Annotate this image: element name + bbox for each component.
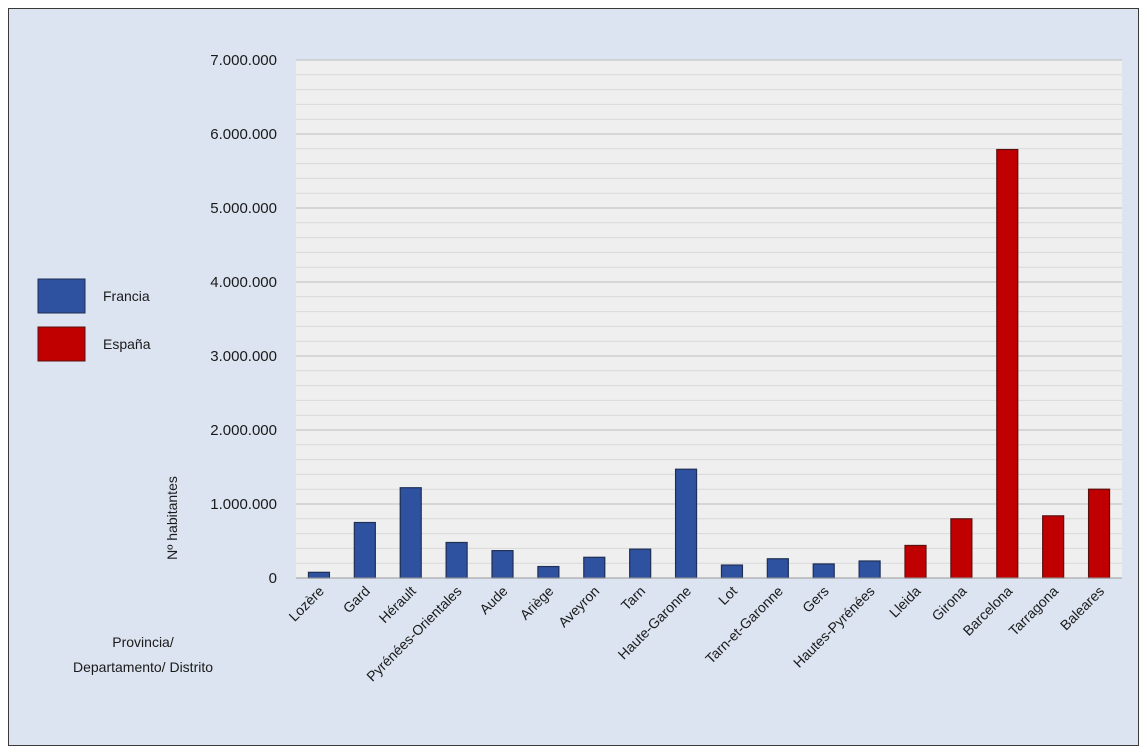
bar-aude [491, 550, 514, 579]
y-tick-label: 1.000.000 [210, 496, 277, 513]
bar-loz-re [307, 571, 331, 579]
x-tick-label: Hautes-Pyrénées [790, 583, 878, 671]
y-tick-label: 4.000.000 [210, 274, 277, 291]
x-tick-label: Aude [476, 583, 511, 618]
bar-gard [353, 521, 376, 579]
x-tick-label: Tarn [618, 583, 649, 614]
legend-label-francia: Francia [103, 288, 150, 304]
y-tick-label: 2.000.000 [210, 422, 277, 439]
x-tick-label: Lozère [285, 583, 327, 625]
x-axis-title-line-1: Provincia/ [112, 634, 174, 650]
y-tick-label: 6.000.000 [210, 126, 277, 143]
x-tick-label: Lot [715, 583, 740, 608]
legend-label-espana: España [103, 336, 151, 352]
plot-area [296, 60, 1122, 578]
gridlines [296, 59, 1122, 579]
bar-haute-garonne [674, 468, 698, 579]
bar-h-rault [399, 487, 422, 579]
x-tick-label: Ariège [517, 583, 557, 623]
x-tick-label: Hérault [376, 583, 419, 626]
bar-tarn-et-garonne [766, 558, 789, 579]
bar-lot [720, 564, 744, 579]
legend: Francia España [37, 278, 151, 362]
x-tick-label: Girona [928, 583, 969, 624]
x-tick-label: Tarn-et-Garonne [702, 583, 786, 667]
bar-tarn [629, 548, 652, 579]
bars [307, 148, 1111, 579]
legend-swatch-espana [37, 326, 86, 362]
x-tick-label: Aveyron [555, 583, 602, 630]
x-tick-label: Lleida [886, 583, 924, 621]
y-tick-label: 0 [269, 570, 277, 587]
bar-pyr-n-es-orientales [445, 541, 468, 579]
bar-lleida [904, 544, 927, 579]
bar-ari-ge [537, 565, 560, 579]
x-tick-label: Tarragona [1005, 583, 1061, 639]
y-tick-label: 3.000.000 [210, 348, 277, 365]
y-tick-label: 7.000.000 [210, 52, 277, 69]
y-tick-label: 5.000.000 [210, 200, 277, 217]
bar-girona [950, 518, 973, 579]
x-tick-label: Baleares [1057, 583, 1107, 633]
x-axis-title-line-2: Departamento/ Distrito [73, 659, 213, 675]
bar-tarragona [1042, 515, 1065, 579]
bar-baleares [1087, 488, 1111, 579]
legend-swatch-francia [37, 278, 86, 314]
bar-aveyron [583, 556, 606, 579]
bar-gers [812, 563, 835, 579]
x-tick-label: Gard [340, 583, 373, 616]
bar-hautes-pyr-n-es [858, 560, 881, 579]
y-axis-ticks: 0 1.000.000 2.000.000 3.000.000 4.000.000 5.0… [210, 52, 277, 587]
x-tick-label: Gers [799, 583, 832, 616]
bar-barcelona [996, 148, 1019, 579]
y-axis-title: Nº habitantes [164, 476, 180, 560]
